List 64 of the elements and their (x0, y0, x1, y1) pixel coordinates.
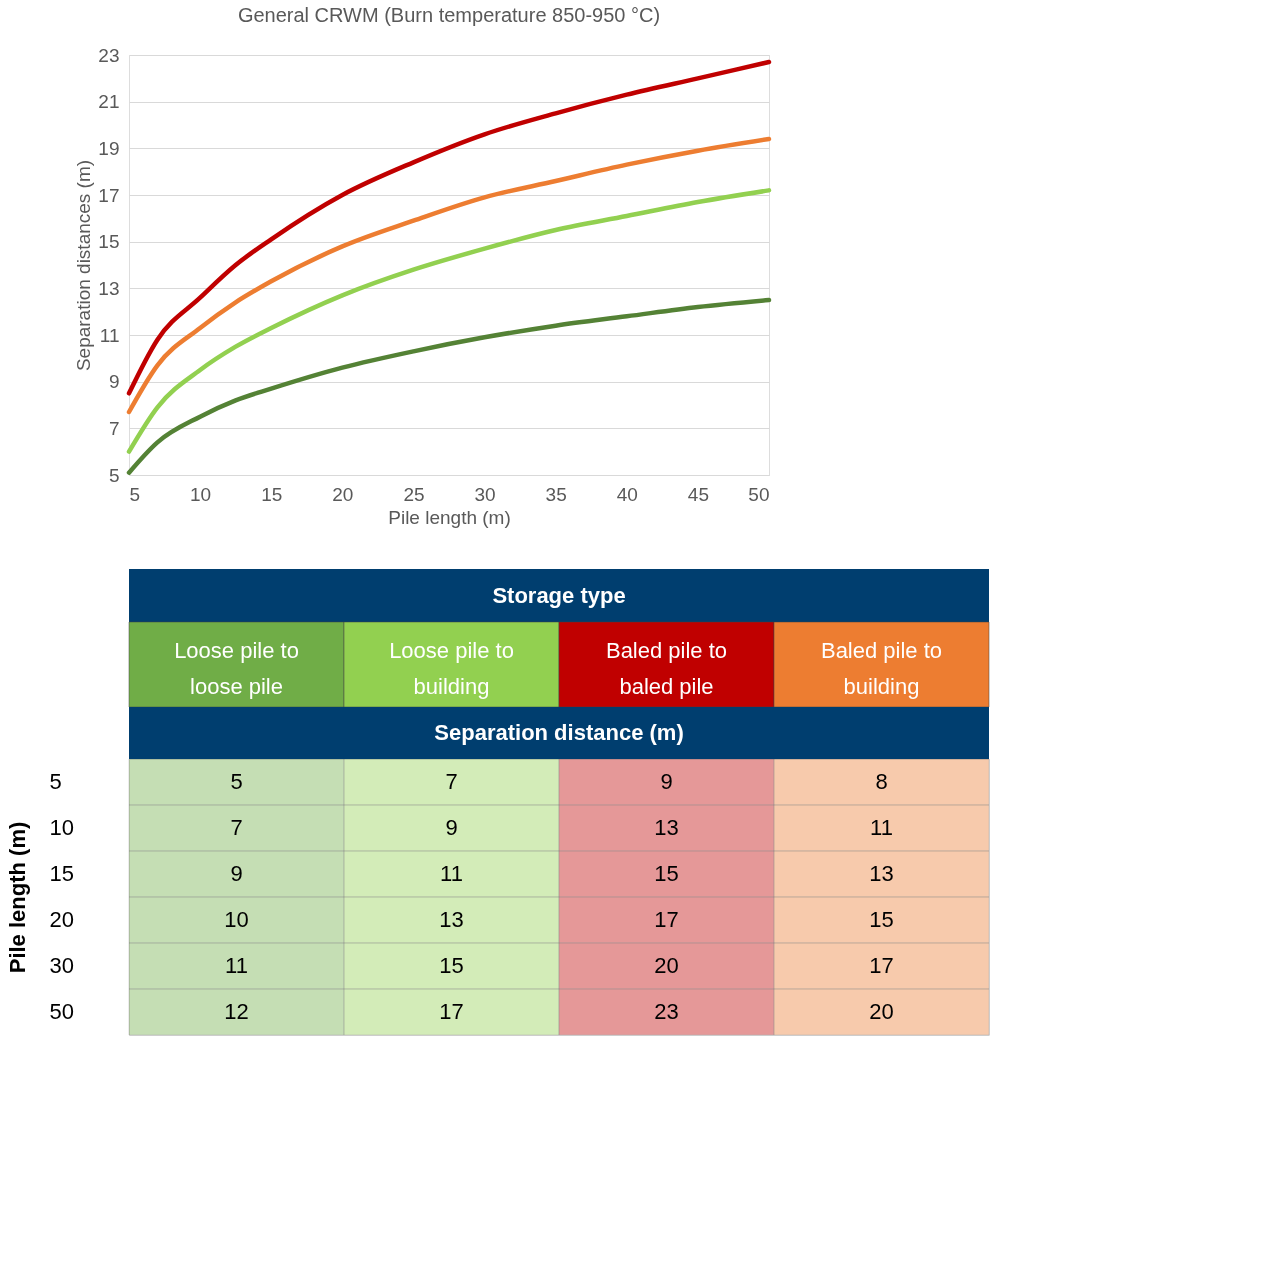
data-label: 9 (660, 769, 673, 794)
y-tick-label: 9 (108, 371, 120, 393)
data-label: 7 (445, 769, 458, 794)
y-tick-label: 7 (108, 417, 120, 439)
data-label: 11 (225, 953, 248, 978)
data-label: 9 (230, 861, 243, 886)
data-label: 10 (224, 907, 249, 932)
x-tick-label: 50 (748, 483, 770, 505)
y-tick-label: 20 (49, 907, 74, 932)
x-axis-title: Separation distance (m) (434, 720, 684, 745)
data-label: 13 (654, 815, 679, 840)
x-tick-label: Baled pile to building (820, 638, 943, 699)
data-label: 15 (869, 907, 894, 932)
y-axis-title: Pile length (m) (4, 821, 30, 974)
y-tick-label: 23 (98, 44, 120, 66)
y-tick-label: 21 (98, 91, 120, 113)
x-tick-label: 5 (129, 483, 141, 505)
x-tick-label: 45 (687, 483, 709, 505)
x-tick-label: Loose pile to loose pile (174, 638, 299, 699)
x-tick-label: 30 (474, 483, 496, 505)
data-label: 11 (870, 815, 893, 840)
chart-title: General CRWM (Burn temperature 850-950 °C) (237, 4, 661, 26)
data-label: 13 (869, 861, 894, 886)
x-axis-title: Pile length (m) (388, 506, 511, 528)
data-label: 11 (440, 861, 463, 886)
y-tick-label: 13 (98, 277, 120, 299)
data-label: 5 (230, 769, 243, 794)
y-tick-label: 11 (99, 324, 120, 346)
y-tick-label: 5 (108, 464, 120, 486)
x-tick-label: 25 (403, 483, 425, 505)
data-label: 13 (439, 907, 464, 932)
line-series (126, 59, 772, 396)
data-label: 17 (654, 907, 679, 932)
x-tick-label: 40 (616, 483, 638, 505)
data-label: 9 (445, 815, 458, 840)
x-tick-label: 20 (332, 483, 354, 505)
data-label: 15 (439, 953, 464, 978)
data-label: 20 (869, 999, 894, 1024)
line-series (126, 136, 772, 415)
y-tick-label: 15 (98, 231, 120, 253)
data-label: 7 (230, 815, 243, 840)
y-tick-label: 50 (49, 999, 74, 1024)
data-label: 17 (439, 999, 464, 1024)
data-label: 17 (869, 953, 894, 978)
x-tick-label: Baled pile to baled pile (605, 638, 728, 699)
data-label: 8 (875, 769, 888, 794)
data-label: 15 (654, 861, 679, 886)
y-tick-label: 5 (49, 769, 62, 794)
x-tick-label: 35 (545, 483, 567, 505)
y-tick-label: 10 (49, 815, 74, 840)
line-series (126, 297, 772, 475)
line-series (126, 188, 772, 454)
y-tick-label: 15 (49, 861, 74, 886)
y-tick-label: 19 (98, 137, 120, 159)
x-tick-label: Loose pile to building (389, 638, 514, 699)
y-axis-title: Separation distances (m) (73, 159, 95, 372)
data-label: 12 (224, 999, 249, 1024)
y-tick-label: 17 (98, 184, 120, 206)
data-label: 23 (654, 999, 679, 1024)
data-label: 20 (654, 953, 679, 978)
x-tick-label: 15 (261, 483, 283, 505)
chart-title: Storage type (492, 583, 626, 608)
y-tick-label: 30 (49, 953, 74, 978)
x-tick-label: 10 (190, 483, 212, 505)
